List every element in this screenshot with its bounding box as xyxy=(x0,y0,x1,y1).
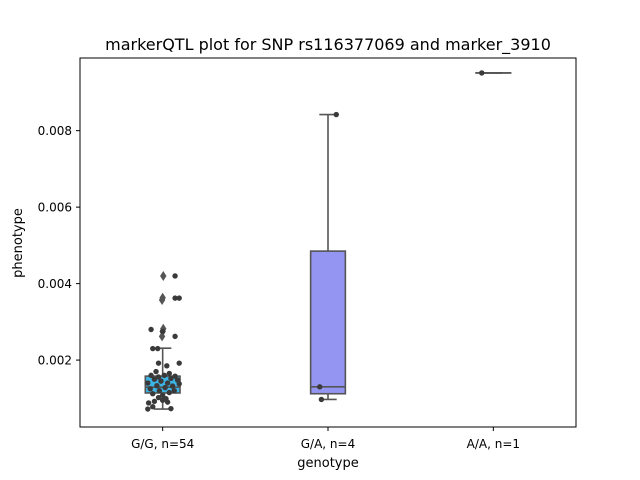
y-tick-label: 0.006 xyxy=(38,201,72,215)
x-tick-label: G/G, n=54 xyxy=(131,437,194,451)
data-point xyxy=(172,333,178,340)
data-point xyxy=(169,383,176,389)
strip-points xyxy=(145,273,182,412)
data-point xyxy=(317,384,323,390)
outlier-marker xyxy=(159,292,166,303)
data-point xyxy=(155,374,162,380)
data-point xyxy=(154,383,160,389)
data-point xyxy=(163,396,169,402)
strip-points xyxy=(317,111,339,403)
data-point xyxy=(159,328,166,335)
data-point xyxy=(145,406,151,412)
data-point xyxy=(155,394,162,401)
data-point xyxy=(333,111,339,118)
data-point xyxy=(318,396,325,403)
data-point xyxy=(150,391,156,397)
data-point xyxy=(155,360,162,366)
box-group xyxy=(309,113,347,401)
data-point xyxy=(155,345,161,352)
data-point xyxy=(164,363,170,369)
data-point xyxy=(172,373,178,379)
data-point xyxy=(148,326,154,333)
data-point xyxy=(158,378,164,384)
data-point xyxy=(174,377,181,383)
data-point xyxy=(151,398,158,405)
plot-area xyxy=(144,70,512,412)
data-point xyxy=(171,387,177,394)
outlier-marker xyxy=(160,270,167,281)
data-point xyxy=(150,404,156,410)
data-point xyxy=(156,387,163,394)
data-point xyxy=(151,376,158,382)
data-point xyxy=(162,384,168,391)
outlier-marker xyxy=(160,323,167,334)
chart-title: markerQTL plot for SNP rs116377069 and m… xyxy=(105,35,551,55)
y-tick-label: 0.004 xyxy=(38,277,72,291)
x-tick-label: G/A, n=4 xyxy=(301,437,355,451)
data-point xyxy=(148,372,154,379)
y-tick-label: 0.002 xyxy=(38,354,72,368)
axes: 0.002 0.004 0.006 0.008 G/G, n=54 G/A, n=4 A/A… xyxy=(38,124,520,451)
data-point xyxy=(172,273,178,279)
data-point xyxy=(161,372,168,379)
data-point xyxy=(172,295,178,301)
data-point xyxy=(159,392,166,398)
data-point xyxy=(176,360,182,366)
x-axis-label: genotype xyxy=(297,456,358,471)
x-tick-label: A/A, n=1 xyxy=(467,437,520,451)
data-point xyxy=(176,295,182,301)
data-point xyxy=(168,375,174,382)
data-point xyxy=(153,368,159,375)
data-point xyxy=(145,380,151,386)
data-point xyxy=(150,345,156,352)
data-point xyxy=(147,386,153,392)
strip-points xyxy=(479,70,485,76)
data-point xyxy=(479,70,485,76)
y-axis-label: phenotype xyxy=(11,208,26,278)
data-point xyxy=(164,380,171,386)
data-point xyxy=(145,400,152,406)
box xyxy=(309,250,347,395)
data-point xyxy=(168,405,174,412)
data-point xyxy=(166,389,172,396)
data-point xyxy=(166,370,172,377)
y-tick-label: 0.008 xyxy=(38,124,72,138)
